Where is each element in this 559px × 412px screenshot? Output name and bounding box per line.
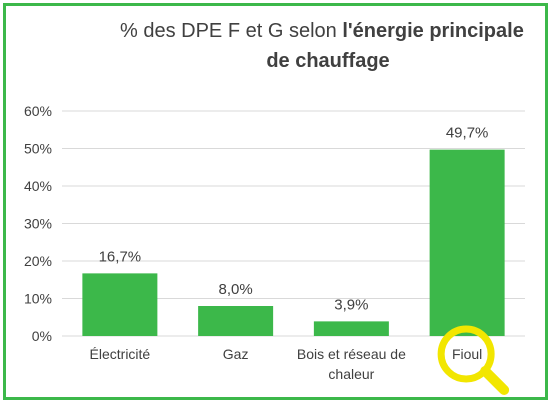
y-tick-label: 60%	[24, 103, 52, 119]
y-tick-label: 50%	[24, 141, 52, 157]
bar	[82, 273, 158, 336]
category-label: Fioul	[452, 346, 482, 362]
category-label: Bois et réseau de	[297, 346, 406, 362]
magnifier-lens	[437, 325, 495, 383]
data-labels: 16,7% 8,0% 3,9% 49,7%	[99, 125, 489, 314]
data-label: 16,7%	[99, 248, 142, 265]
bars	[82, 149, 505, 336]
magnifier-handle	[480, 366, 510, 395]
bar	[313, 321, 389, 336]
data-label: 49,7%	[446, 125, 489, 142]
bar	[198, 306, 274, 336]
y-tick-label: 0%	[32, 328, 52, 344]
category-label: chaleur	[328, 366, 374, 382]
data-label: 3,9%	[334, 296, 368, 313]
chart-title-prefix: % des DPE F et G selon	[120, 20, 342, 42]
chart-title: % des DPE F et G selon l'énergie princip…	[120, 20, 524, 72]
chart-title-line-2: de chauffage	[266, 50, 389, 72]
category-label: Gaz	[223, 346, 249, 362]
y-tick-label: 30%	[24, 216, 52, 232]
chart-title-line-1: % des DPE F et G selon l'énergie princip…	[120, 20, 524, 42]
y-axis-ticks: 0% 10% 20% 30% 40% 50% 60%	[24, 103, 52, 344]
y-tick-label: 40%	[24, 178, 52, 194]
bar	[429, 149, 505, 336]
category-label: Électricité	[90, 346, 151, 362]
chart-title-bold-1: l'énergie principale	[342, 20, 523, 42]
magnifying-glass-icon	[437, 325, 510, 395]
data-label: 8,0%	[219, 281, 253, 298]
y-tick-label: 20%	[24, 253, 52, 269]
x-axis-categories: Électricité Gaz Bois et réseau de chaleur Fi…	[90, 346, 483, 382]
y-tick-label: 10%	[24, 291, 52, 307]
